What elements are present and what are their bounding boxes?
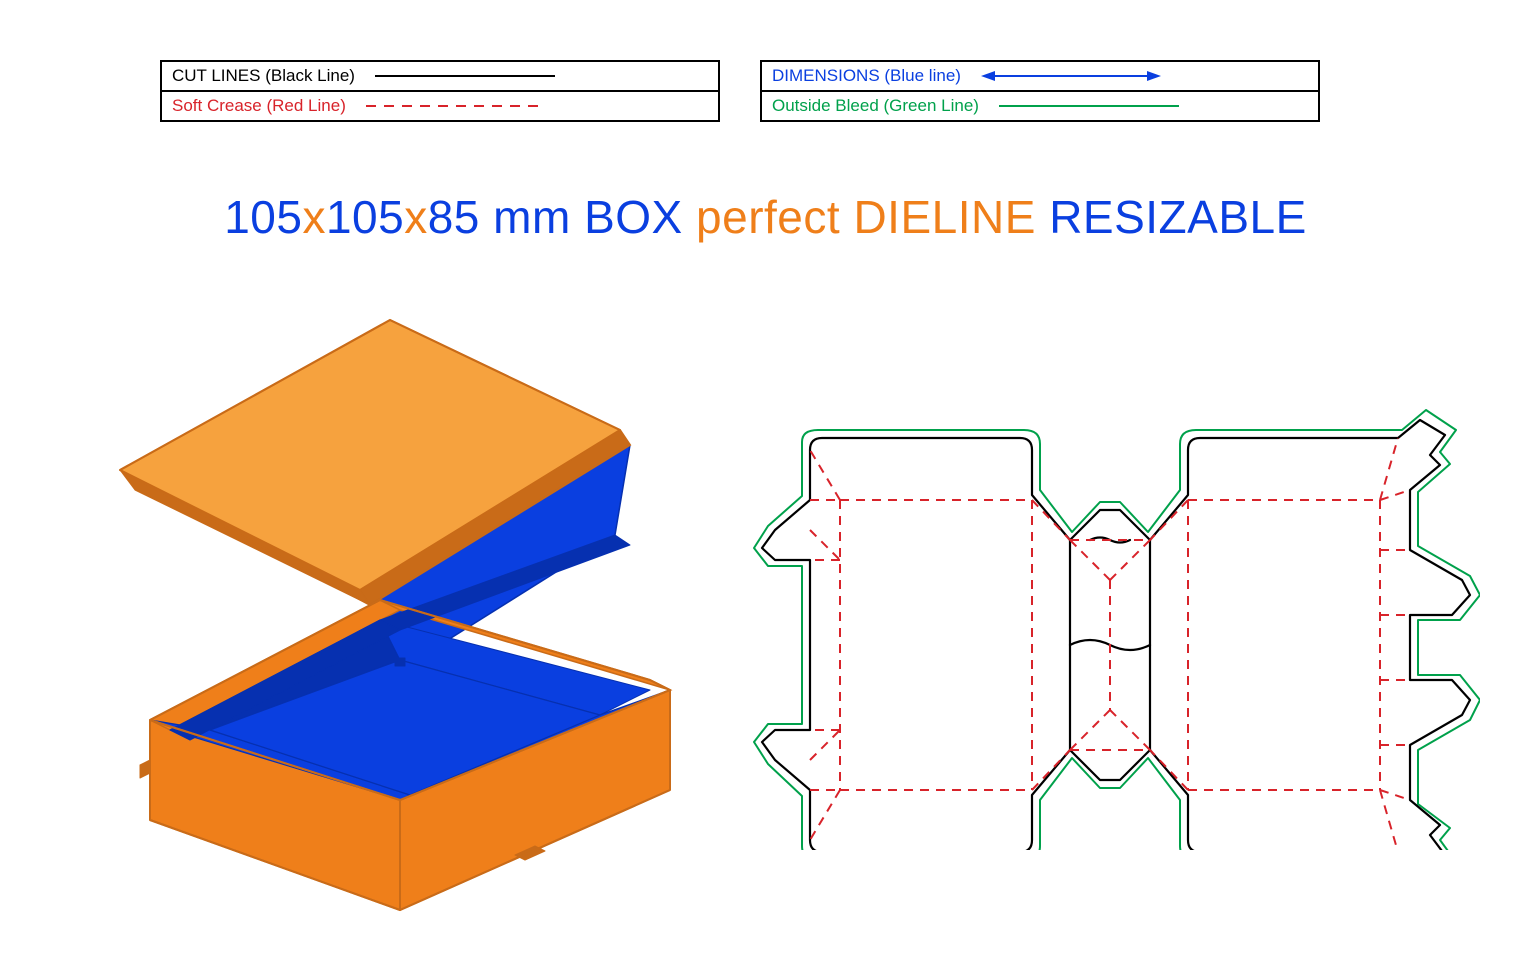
title-part: BOX (584, 191, 696, 243)
title-part: 105 (224, 191, 302, 243)
title-part: x (302, 191, 326, 243)
box-3d-render (60, 300, 720, 920)
title-part: x (404, 191, 428, 243)
title-part: DIELINE (853, 191, 1049, 243)
legend-label: Outside Bleed (Green Line) (772, 96, 979, 116)
dieline-template (740, 380, 1480, 850)
legend-sample (366, 92, 708, 120)
legend-left: CUT LINES (Black Line) Soft Crease (Red L… (160, 60, 720, 122)
title-part: 85 mm (428, 191, 584, 243)
legend-label: DIMENSIONS (Blue line) (772, 66, 961, 86)
legend-sample (375, 62, 708, 90)
legend-right: DIMENSIONS (Blue line) Outside Bleed (Gre… (760, 60, 1320, 122)
legend-row: Soft Crease (Red Line) (162, 90, 718, 120)
legend-sample (981, 62, 1308, 90)
legend-row: CUT LINES (Black Line) (162, 62, 718, 90)
title-part: 105 (326, 191, 404, 243)
legend-row: Outside Bleed (Green Line) (762, 90, 1318, 120)
legend-row: DIMENSIONS (Blue line) (762, 62, 1318, 90)
title-part: RESIZABLE (1049, 191, 1307, 243)
legend-label: CUT LINES (Black Line) (172, 66, 355, 86)
title-part: perfect (696, 191, 853, 243)
legend-sample (999, 92, 1308, 120)
legend-label: Soft Crease (Red Line) (172, 96, 346, 116)
title: 105x105x85 mm BOX perfect DIELINE RESIZA… (0, 190, 1531, 244)
